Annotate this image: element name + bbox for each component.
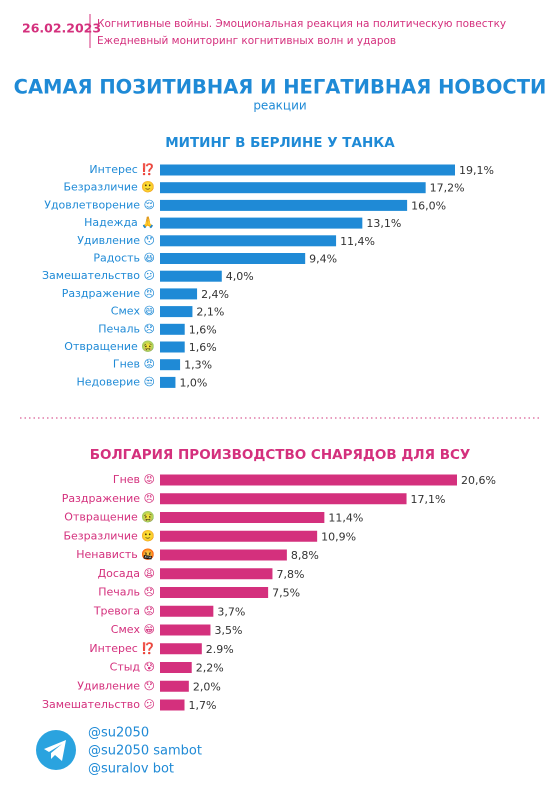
bar xyxy=(160,530,318,542)
category-label: Гнев 😡 xyxy=(113,358,155,371)
handle: @su2050 sambot xyxy=(88,744,202,759)
value-label: 17,2% xyxy=(430,182,465,195)
bar xyxy=(160,306,193,318)
bar xyxy=(160,587,269,598)
category-label: Досада 😩 xyxy=(98,567,155,580)
value-label: 1,3% xyxy=(184,359,212,372)
category-label: Раздражение 😠 xyxy=(62,287,155,300)
bar xyxy=(160,217,363,229)
bar xyxy=(160,643,202,655)
value-label: 7,5% xyxy=(272,587,300,600)
value-label: 1,7% xyxy=(189,699,217,712)
value-label: 17,1% xyxy=(411,493,446,506)
handle: @su2050 xyxy=(88,726,149,741)
category-label: Недоверие 😒 xyxy=(77,375,156,388)
value-label: 2.9% xyxy=(206,643,234,656)
bar xyxy=(160,474,457,486)
bar xyxy=(160,493,407,505)
category-label: Замешательство 😕 xyxy=(42,698,155,711)
category-label: Безразличие 🙂 xyxy=(63,529,155,542)
chart-title: МИТИНГ В БЕРЛИНЕ У ТАНКА xyxy=(165,135,395,151)
category-label: Безразличие 🙂 xyxy=(63,181,155,194)
category-label: Раздражение 😠 xyxy=(62,492,155,505)
category-label: Радость 😆 xyxy=(93,252,155,265)
value-label: 4,0% xyxy=(226,270,254,283)
value-label: 9,4% xyxy=(309,253,337,266)
bar xyxy=(160,341,185,353)
value-label: 16,0% xyxy=(411,199,446,212)
value-label: 20,6% xyxy=(461,474,496,487)
value-label: 2,0% xyxy=(193,680,221,693)
header-line: Когнитивные войны. Эмоциональная реакция… xyxy=(97,18,506,30)
bar xyxy=(160,605,214,617)
category-label: Стыд 😰 xyxy=(110,661,155,674)
value-label: 2,1% xyxy=(196,306,224,319)
value-label: 10,9% xyxy=(321,530,356,543)
chart-title: БОЛГАРИЯ ПРОИЗВОДСТВО СНАРЯДОВ ДЛЯ ВСУ xyxy=(90,447,471,463)
category-label: Печаль 😞 xyxy=(98,322,155,335)
bar xyxy=(160,270,222,282)
value-label: 2,4% xyxy=(201,288,229,301)
value-label: 11,4% xyxy=(340,235,375,248)
bar xyxy=(160,253,306,264)
bar xyxy=(160,568,273,580)
category-label: Смех 😁 xyxy=(111,623,155,636)
value-label: 2,2% xyxy=(196,662,224,675)
bar xyxy=(160,235,337,247)
category-label: Гнев 😡 xyxy=(113,473,155,486)
bar xyxy=(160,624,211,636)
bar xyxy=(160,699,185,711)
category-label: Отвращение 🤢 xyxy=(64,511,155,524)
header-line: Ежедневный мониторинг когнитивных волн и… xyxy=(97,35,396,47)
category-label: Отвращение 🤢 xyxy=(64,340,155,353)
bar xyxy=(160,512,325,523)
value-label: 1,6% xyxy=(189,323,217,336)
value-label: 1,6% xyxy=(189,341,217,354)
value-label: 11,4% xyxy=(328,512,363,525)
bar xyxy=(160,376,176,388)
bar xyxy=(160,680,189,692)
value-label: 7,8% xyxy=(276,568,304,581)
bar xyxy=(160,662,192,673)
bar xyxy=(160,549,287,561)
bar xyxy=(160,323,185,335)
value-label: 19,1% xyxy=(459,164,494,177)
bar xyxy=(160,288,198,300)
main-title: САМАЯ ПОЗИТИВНАЯ И НЕГАТИВНАЯ НОВОСТИ xyxy=(14,76,547,99)
bar xyxy=(160,164,455,176)
value-label: 3,5% xyxy=(214,624,242,637)
category-label: Интерес ⁉️ xyxy=(89,642,155,655)
bar xyxy=(160,199,408,211)
value-label: 3,7% xyxy=(217,605,245,618)
category-label: Удивление 😯 xyxy=(77,234,155,247)
bar xyxy=(160,359,181,371)
telegram-plane xyxy=(44,740,66,761)
value-label: 8,8% xyxy=(291,549,319,562)
subtitle: реакции xyxy=(253,99,306,113)
category-label: Удивление 😯 xyxy=(77,679,155,692)
category-label: Ненависть 🤬 xyxy=(76,548,155,561)
bar xyxy=(160,182,426,194)
category-label: Печаль 😞 xyxy=(98,586,155,599)
value-label: 1,0% xyxy=(179,376,207,389)
value-label: 13,1% xyxy=(366,217,401,230)
category-label: Интерес ⁉️ xyxy=(89,163,155,176)
category-label: Удовлетворение 😌 xyxy=(44,198,155,211)
category-label: Тревога 😟 xyxy=(93,604,155,617)
category-label: Смех 😄 xyxy=(111,305,155,318)
category-label: Надежда 🙏 xyxy=(84,216,155,229)
handle: @suralov bot xyxy=(88,762,174,777)
date: 26.02.2023 xyxy=(22,21,101,36)
category-label: Замешательство 😕 xyxy=(42,269,155,282)
